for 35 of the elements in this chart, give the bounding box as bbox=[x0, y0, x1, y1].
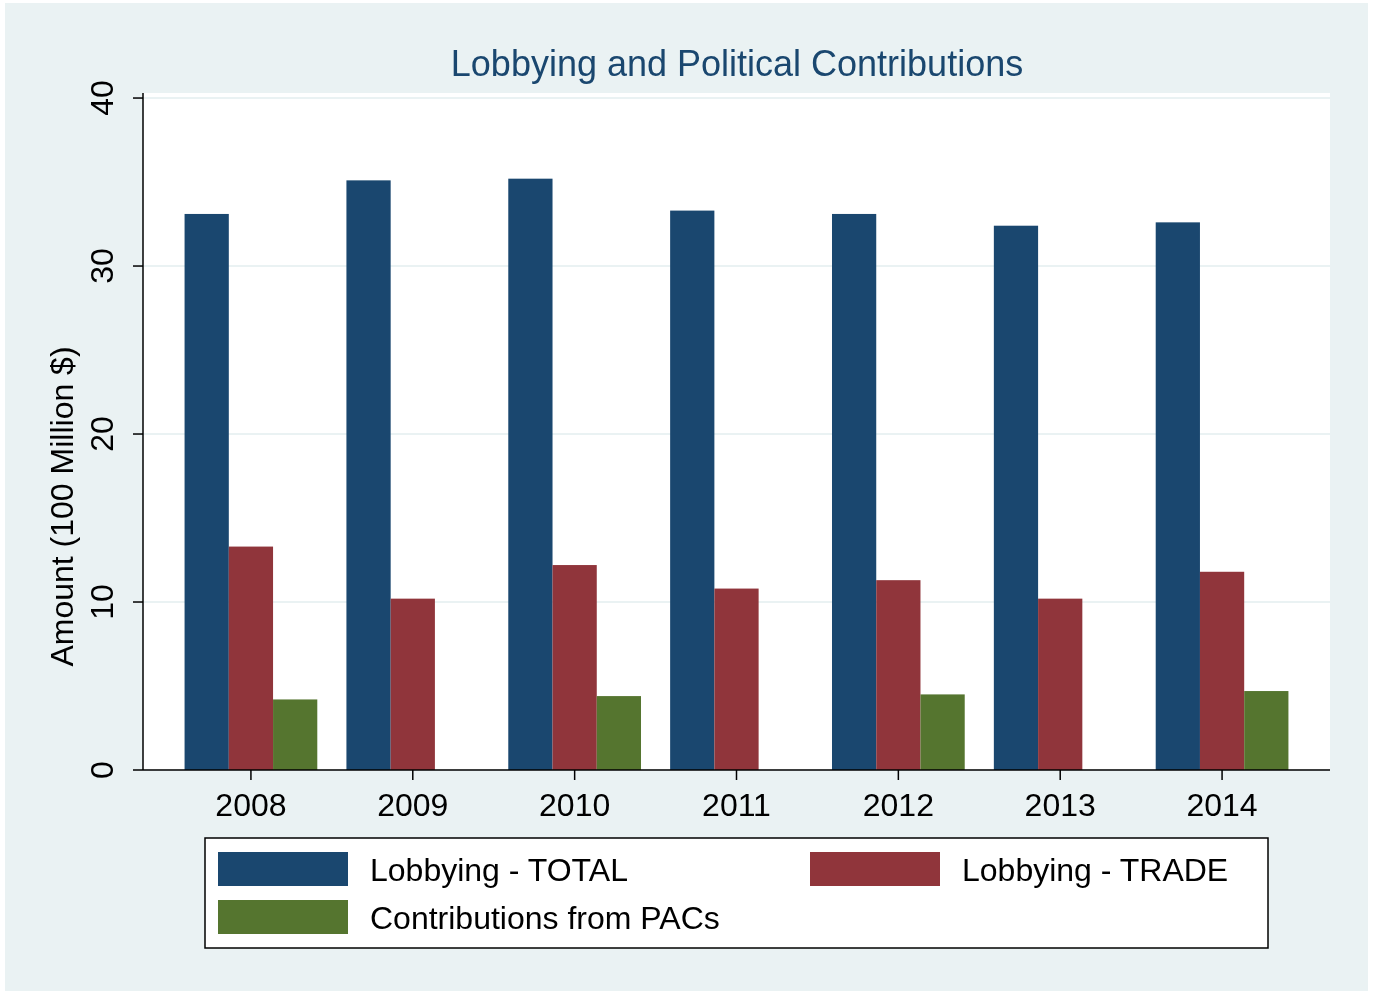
bar bbox=[1155, 222, 1200, 770]
bar bbox=[670, 210, 715, 770]
x-tick-label: 2010 bbox=[539, 787, 611, 823]
x-tick-label: 2013 bbox=[1024, 787, 1096, 823]
bar bbox=[508, 178, 553, 770]
bar bbox=[832, 213, 877, 770]
x-tick-label: 2012 bbox=[862, 787, 934, 823]
bar bbox=[876, 580, 921, 770]
bar bbox=[1199, 571, 1245, 770]
chart-title: Lobbying and Political Contributions bbox=[450, 43, 1024, 84]
bar bbox=[993, 225, 1039, 770]
bar bbox=[184, 213, 229, 770]
bar bbox=[346, 180, 391, 770]
bar bbox=[920, 694, 965, 770]
y-tick-label: 20 bbox=[84, 416, 120, 452]
bar bbox=[1244, 691, 1289, 770]
y-tick-label: 0 bbox=[84, 761, 120, 779]
x-tick-label: 2011 bbox=[702, 787, 771, 823]
bar bbox=[1038, 598, 1083, 770]
bar bbox=[596, 696, 641, 770]
legend-label: Lobbying - TOTAL bbox=[370, 852, 628, 888]
y-tick-label: 30 bbox=[84, 248, 120, 284]
bar bbox=[714, 588, 759, 770]
bar bbox=[390, 598, 435, 770]
y-axis-title: Amount (100 Million $) bbox=[44, 346, 80, 667]
legend-label: Lobbying - TRADE bbox=[962, 852, 1229, 888]
y-tick-label: 10 bbox=[84, 584, 120, 620]
legend-label: Contributions from PACs bbox=[370, 900, 720, 936]
bar bbox=[228, 546, 274, 770]
bar bbox=[552, 565, 597, 770]
y-tick-label: 40 bbox=[84, 80, 120, 116]
x-tick-label: 2008 bbox=[215, 787, 287, 823]
x-tick-label: 2014 bbox=[1186, 787, 1258, 823]
x-tick-label: 2009 bbox=[377, 787, 449, 823]
bar bbox=[273, 699, 318, 770]
